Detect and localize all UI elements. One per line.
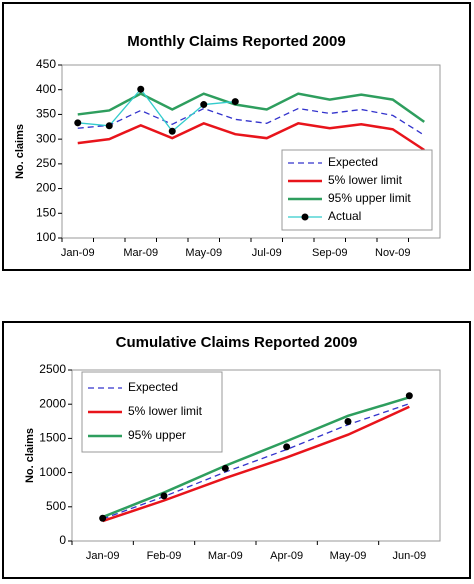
y-tick-label: 300 <box>36 131 56 145</box>
y-tick-label: 100 <box>36 230 56 244</box>
y-tick-label: 250 <box>36 156 56 170</box>
legend-label: Expected <box>328 155 378 169</box>
data-point <box>74 119 82 127</box>
y-tick-label: 500 <box>46 499 66 513</box>
y-tick-label: 2000 <box>39 396 66 410</box>
legend-label: 5% lower limit <box>128 404 203 418</box>
x-tick-label: Jul-09 <box>252 247 282 259</box>
data-point <box>160 492 168 500</box>
y-tick-label: 450 <box>36 57 56 71</box>
legend-label: 5% lower limit <box>328 173 403 187</box>
y-tick-label: 350 <box>36 107 56 121</box>
x-tick-label: Apr-09 <box>270 550 303 562</box>
data-point <box>99 514 107 522</box>
data-point <box>200 101 208 109</box>
chart-title: Monthly Claims Reported 2009 <box>127 33 345 50</box>
x-tick-label: Mar-09 <box>208 550 243 562</box>
series-line <box>77 88 236 133</box>
x-tick-label: Mar-09 <box>123 247 158 259</box>
data-point <box>405 392 413 400</box>
x-tick-label: Feb-09 <box>147 550 182 562</box>
x-tick-label: Jan-09 <box>61 247 95 259</box>
data-point <box>231 98 239 106</box>
x-tick-label: Nov-09 <box>375 247 410 259</box>
y-tick-label: 0 <box>59 533 66 547</box>
y-tick-label: 400 <box>36 82 56 96</box>
y-tick-label: 1500 <box>39 431 66 445</box>
series-line <box>77 107 425 136</box>
y-axis-label: No. claims <box>24 428 36 483</box>
series-line <box>102 403 410 520</box>
legend-marker <box>301 213 309 221</box>
series-line <box>77 121 425 152</box>
y-tick-label: 200 <box>36 181 56 195</box>
series-line <box>77 92 425 123</box>
series-line <box>102 396 410 519</box>
x-tick-label: May-09 <box>330 550 367 562</box>
series-line <box>102 405 410 523</box>
y-tick-label: 1000 <box>39 465 66 479</box>
data-point <box>283 443 291 451</box>
legend-label: 95% upper <box>128 428 186 442</box>
legend-label: Expected <box>128 380 178 394</box>
x-tick-label: Jun-09 <box>393 550 427 562</box>
x-tick-label: May-09 <box>185 247 222 259</box>
data-point <box>105 122 113 130</box>
y-tick-label: 150 <box>36 205 56 219</box>
data-point <box>168 127 176 135</box>
x-tick-label: Jan-09 <box>86 550 120 562</box>
data-point <box>137 85 145 93</box>
data-point <box>344 418 352 426</box>
legend-label: Actual <box>328 209 361 223</box>
y-tick-label: 2500 <box>39 362 66 376</box>
x-tick-label: Sep-09 <box>312 247 347 259</box>
chart-title: Cumulative Claims Reported 2009 <box>116 334 358 351</box>
data-point <box>221 464 229 472</box>
y-axis-label: No. claims <box>14 124 26 179</box>
legend-label: 95% upper limit <box>328 191 411 205</box>
